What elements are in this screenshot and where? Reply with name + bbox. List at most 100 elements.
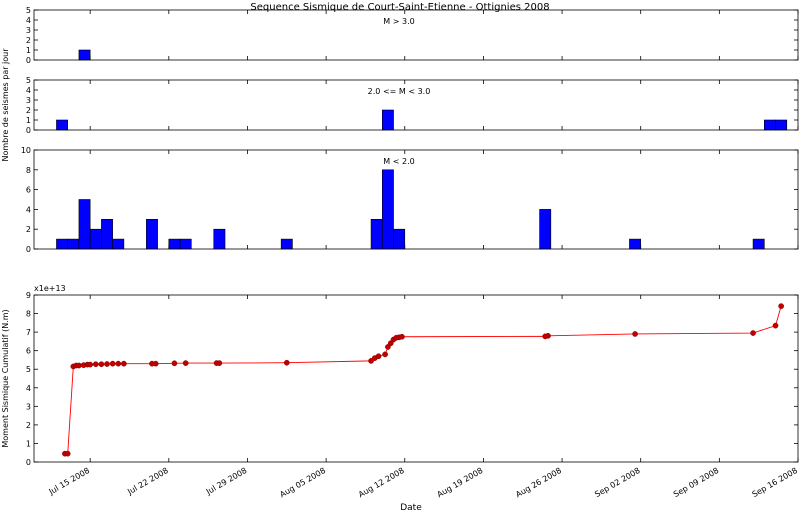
y-tick-label: 2 xyxy=(26,106,31,115)
data-point xyxy=(115,360,122,367)
data-point xyxy=(64,450,71,457)
y-tick-label: 0 xyxy=(26,56,31,65)
y-tick-label: 5 xyxy=(26,365,31,374)
cumulative-moment-line xyxy=(64,306,782,455)
data-point xyxy=(545,332,551,339)
y-tick-label: 3 xyxy=(26,96,31,105)
data-point xyxy=(109,360,116,367)
axes-frame xyxy=(33,294,799,463)
y-tick-label: 4 xyxy=(26,86,31,95)
data-point xyxy=(368,358,374,364)
panel-annotation: M > 3.0 xyxy=(383,17,414,26)
figure-title: Sequence Sismique de Court-Saint-Etienne… xyxy=(250,2,549,13)
bar xyxy=(752,238,765,250)
bar xyxy=(763,119,776,131)
y-tick-label: 8 xyxy=(26,166,31,175)
bar xyxy=(179,238,192,250)
bar xyxy=(280,238,293,250)
y-tick-label: 9 xyxy=(26,291,31,300)
x-tick-label: Sep 09 2008 xyxy=(672,466,720,499)
bar xyxy=(89,228,102,250)
axes-frame xyxy=(33,149,799,250)
panel-annotation: 2.0 <= M < 3.0 xyxy=(368,87,431,96)
bar xyxy=(381,169,394,250)
bar xyxy=(381,109,394,131)
y-tick-label: 5 xyxy=(26,76,31,85)
data-point xyxy=(778,303,784,309)
bar xyxy=(370,219,383,250)
bar xyxy=(393,228,406,250)
y-axis-label: Moment Sismique Cumulatif (N.m) xyxy=(1,309,10,447)
data-point xyxy=(375,353,382,360)
y-tick-label: 1 xyxy=(26,116,31,125)
x-tick-label: Sep 02 2008 xyxy=(593,466,641,499)
data-point xyxy=(216,360,223,366)
data-point xyxy=(632,331,638,337)
y-tick-label: 5 xyxy=(26,6,31,15)
data-point xyxy=(382,351,388,358)
bar xyxy=(629,238,642,250)
bar xyxy=(56,238,69,250)
bar xyxy=(101,219,113,250)
data-point xyxy=(76,362,82,369)
x-tick-label: Jul 15 2008 xyxy=(47,466,92,497)
y-scale-label: x1e+13 xyxy=(34,284,66,293)
data-point xyxy=(152,360,159,367)
bar xyxy=(146,219,158,250)
data-point xyxy=(399,333,405,340)
data-point xyxy=(87,361,94,368)
data-point xyxy=(92,361,99,368)
bar xyxy=(78,49,91,61)
x-tick-label: Jul 22 2008 xyxy=(125,466,170,497)
y-tick-label: 2 xyxy=(26,421,31,430)
y-tick-label: 3 xyxy=(26,402,31,411)
data-point xyxy=(182,360,189,366)
y-tick-label: 0 xyxy=(26,126,31,135)
data-point xyxy=(772,322,779,329)
x-tick-label: Jul 29 2008 xyxy=(204,466,249,497)
x-tick-label: Aug 26 2008 xyxy=(514,466,563,499)
y-tick-label: 6 xyxy=(26,347,31,356)
data-point xyxy=(98,361,105,368)
bar xyxy=(539,209,552,250)
y-tick-label: 1 xyxy=(26,439,31,448)
y-tick-label: 4 xyxy=(26,205,31,214)
bar xyxy=(67,238,80,250)
y-tick-label: 2 xyxy=(26,36,31,45)
data-point xyxy=(121,360,127,367)
y-tick-label: 2 xyxy=(26,225,31,234)
panel-3: 0 2 4 6 8 10 M < 2.0 xyxy=(21,146,799,254)
x-tick-label: Aug 19 2008 xyxy=(436,466,485,499)
x-tick-label: Aug 05 2008 xyxy=(278,466,327,499)
y-tick-label: 4 xyxy=(26,384,31,393)
axes-frame xyxy=(33,79,799,131)
bar xyxy=(775,119,788,131)
x-tick-label: Sep 16 2008 xyxy=(751,466,799,499)
data-point xyxy=(283,359,290,366)
bar xyxy=(56,119,69,131)
y-tick-label: 0 xyxy=(26,458,31,467)
bar xyxy=(168,238,181,250)
axes-frame xyxy=(33,9,799,61)
bar xyxy=(78,199,91,250)
x-axis-label: Date xyxy=(400,503,422,512)
bar xyxy=(112,238,125,250)
bar xyxy=(213,228,226,250)
panel-annotation: M < 2.0 xyxy=(383,157,414,166)
y-tick-label: 0 xyxy=(26,245,31,254)
y-tick-label: 3 xyxy=(26,26,31,35)
y-tick-label: 8 xyxy=(26,310,31,319)
data-point xyxy=(104,361,110,367)
y-tick-label: 4 xyxy=(26,16,31,25)
y-axis-label: Nombre de seismes par jour xyxy=(1,48,10,162)
data-point xyxy=(171,360,178,367)
y-tick-label: 1 xyxy=(26,46,31,55)
y-tick-label: 6 xyxy=(26,186,31,195)
data-point xyxy=(750,330,756,336)
y-tick-label: 10 xyxy=(21,146,31,155)
y-tick-label: 7 xyxy=(26,328,31,337)
